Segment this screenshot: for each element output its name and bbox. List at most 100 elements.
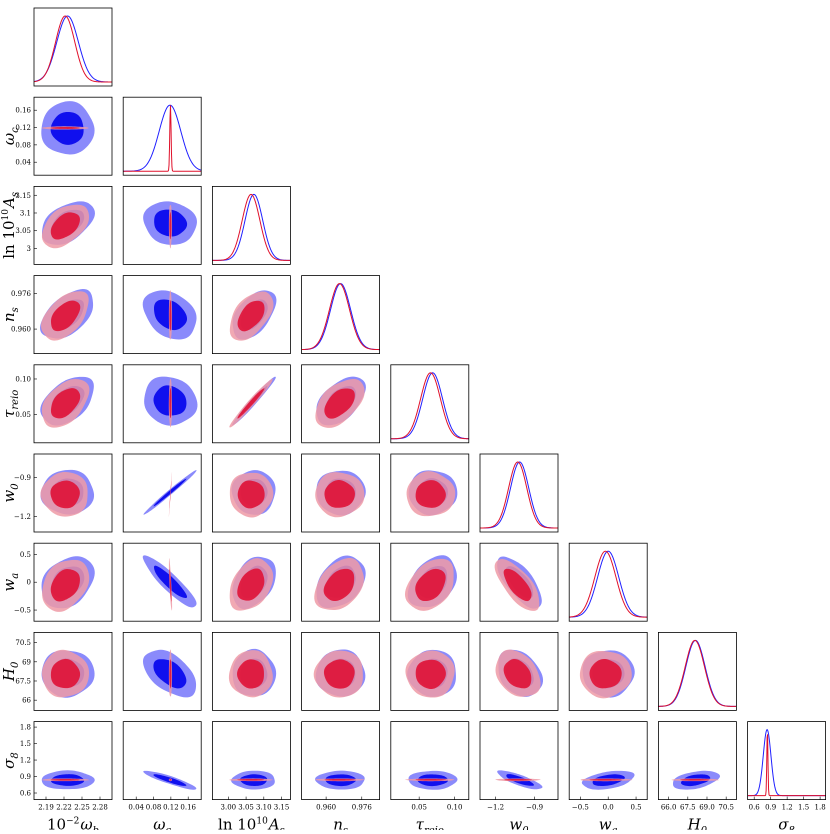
panel-8-8: 0.6 0.9 1.2 1.5 1.8 σ8 bbox=[747, 721, 826, 834]
ytick-label-1-3: 0.16 bbox=[15, 107, 31, 115]
ytick-label-6-2: 0.5 bbox=[20, 551, 31, 559]
panel-5-0: −1.2 −0.9w0 bbox=[0, 453, 113, 533]
panel-5-3 bbox=[301, 453, 381, 533]
panel-7-3 bbox=[301, 632, 381, 711]
xtick-label-8-0: 0.6 bbox=[749, 804, 761, 812]
marginal-curve-3-series-0 bbox=[301, 283, 380, 351]
panel-3-0: 0.960 0.976 ns bbox=[0, 275, 113, 355]
contour-68-7-2-series-1 bbox=[237, 659, 264, 689]
xtick-label-2-0: 3.00 bbox=[221, 804, 237, 812]
contour-68-8-0-series-1 bbox=[50, 778, 80, 781]
xtick-label-7-2: 69.0 bbox=[699, 804, 715, 812]
xtick-label-7-1: 67.5 bbox=[680, 804, 696, 812]
y-axis-label-7: H0 bbox=[0, 661, 21, 682]
panel-6-6 bbox=[568, 542, 648, 622]
contour-68-5-1-series-0 bbox=[153, 478, 187, 507]
panel-frame-4-3 bbox=[301, 364, 381, 444]
panel-frame-6-5 bbox=[479, 542, 559, 622]
panel-frame-2-1 bbox=[122, 185, 202, 265]
x-axis-label-5: w0 bbox=[509, 816, 529, 830]
ytick-label-8-1: 0.9 bbox=[20, 773, 31, 781]
panel-8-6: −0.5 0.0 0.5 wa bbox=[568, 721, 648, 834]
marginal-curve-7-series-1 bbox=[658, 639, 737, 707]
marginal-curve-0-series-1 bbox=[34, 15, 112, 83]
xtick-label-4-1: 0.10 bbox=[447, 804, 463, 812]
xtick-label-8-1: 0.9 bbox=[765, 804, 776, 812]
xtick-label-0-3: 2.28 bbox=[92, 804, 108, 812]
panel-frame-8-4 bbox=[390, 721, 470, 800]
x-axis-label-4: τreio bbox=[416, 816, 444, 830]
panel-8-3: 0.960 0.976 ns bbox=[301, 721, 381, 834]
contour-68-8-6-series-1 bbox=[589, 778, 622, 781]
xtick-label-1-1: 0.08 bbox=[146, 804, 162, 812]
panel-frame-5-4 bbox=[390, 453, 470, 533]
panel-frame-7-7 bbox=[658, 632, 737, 711]
contour-68-3-0-series-1 bbox=[51, 300, 81, 332]
contour-68-4-2-series-1 bbox=[237, 388, 265, 419]
panel-frame-3-2 bbox=[211, 275, 291, 355]
panel-frame-7-0 bbox=[33, 632, 113, 711]
panel-frame-6-1 bbox=[122, 542, 202, 622]
ytick-label-8-0: 0.6 bbox=[20, 790, 32, 798]
contour-68-7-6-series-1 bbox=[589, 658, 622, 689]
panel-frame-5-2 bbox=[211, 453, 291, 533]
marginal-curve-6-series-0 bbox=[569, 550, 648, 618]
xtick-label-0-1: 2.22 bbox=[56, 804, 72, 812]
ytick-label-8-4: 1.8 bbox=[20, 724, 31, 732]
marginal-curve-4-series-1 bbox=[390, 372, 469, 440]
panel-7-1 bbox=[122, 632, 202, 711]
ytick-label-5-0: −1.2 bbox=[14, 513, 31, 521]
panel-4-1 bbox=[122, 364, 202, 444]
ytick-label-3-0: 0.960 bbox=[11, 326, 31, 334]
marginal-curve-0-series-0 bbox=[34, 15, 112, 83]
contour-68-5-0-series-1 bbox=[50, 480, 80, 509]
panel-frame-1-1 bbox=[122, 96, 202, 176]
ytick-label-5-1: −0.9 bbox=[14, 474, 31, 482]
contour-68-4-1-series-1 bbox=[169, 387, 172, 419]
contour-68-3-2-series-1 bbox=[237, 300, 265, 332]
panel-frame-2-0 bbox=[33, 185, 113, 265]
y-axis-label-4: τreio bbox=[0, 390, 21, 418]
panel-6-3 bbox=[301, 542, 381, 622]
ytick-label-1-1: 0.08 bbox=[15, 141, 31, 149]
marginal-curve-4-series-0 bbox=[390, 372, 469, 440]
xtick-label-5-0: −1.2 bbox=[487, 804, 504, 812]
panel-frame-4-1 bbox=[122, 364, 202, 444]
panel-frame-8-5 bbox=[479, 721, 559, 800]
y-axis-label-8: σ8 bbox=[0, 752, 21, 769]
x-axis-label-0: 10−2ωb bbox=[47, 816, 99, 830]
y-axis-label-1: ωc bbox=[0, 127, 21, 145]
xtick-label-3-1: 0.976 bbox=[352, 804, 373, 812]
panel-6-4 bbox=[390, 542, 470, 622]
panel-frame-7-1 bbox=[122, 632, 202, 711]
xtick-label-8-3: 1.5 bbox=[798, 804, 809, 812]
panel-frame-5-0 bbox=[33, 453, 113, 533]
panel-frame-7-6 bbox=[568, 632, 648, 711]
y-axis-label-2: ln 1010As bbox=[0, 192, 21, 259]
contour-68-6-1-series-1 bbox=[169, 569, 172, 602]
x-axis-label-1: ωc bbox=[153, 816, 171, 830]
contour-68-8-1-series-1 bbox=[169, 778, 172, 781]
panel-4-4 bbox=[390, 364, 470, 444]
xtick-label-3-0: 0.960 bbox=[316, 804, 336, 812]
contour-68-7-5-series-1 bbox=[503, 658, 532, 689]
panel-frame-6-6 bbox=[568, 542, 648, 622]
xtick-label-7-0: 66.0 bbox=[661, 804, 677, 812]
panel-frame-7-5 bbox=[479, 632, 559, 711]
ytick-label-1-0: 0.04 bbox=[15, 159, 31, 167]
ytick-label-6-1: 0 bbox=[27, 579, 31, 587]
marginal-curve-5-series-0 bbox=[480, 461, 558, 529]
panel-frame-6-3 bbox=[301, 542, 381, 622]
panel-0-0 bbox=[33, 7, 113, 87]
contour-68-8-7-series-1 bbox=[680, 778, 710, 781]
xtick-label-2-2: 3.10 bbox=[256, 804, 272, 812]
panel-2-1 bbox=[122, 185, 202, 265]
panel-frame-7-4 bbox=[390, 632, 470, 711]
panel-frame-8-1 bbox=[122, 721, 202, 800]
marginal-curve-1-series-0 bbox=[123, 104, 202, 172]
panel-8-5: −1.2 −0.9 w0 bbox=[479, 721, 559, 834]
panel-7-5 bbox=[479, 632, 559, 711]
contour-68-6-0-series-1 bbox=[50, 569, 80, 602]
